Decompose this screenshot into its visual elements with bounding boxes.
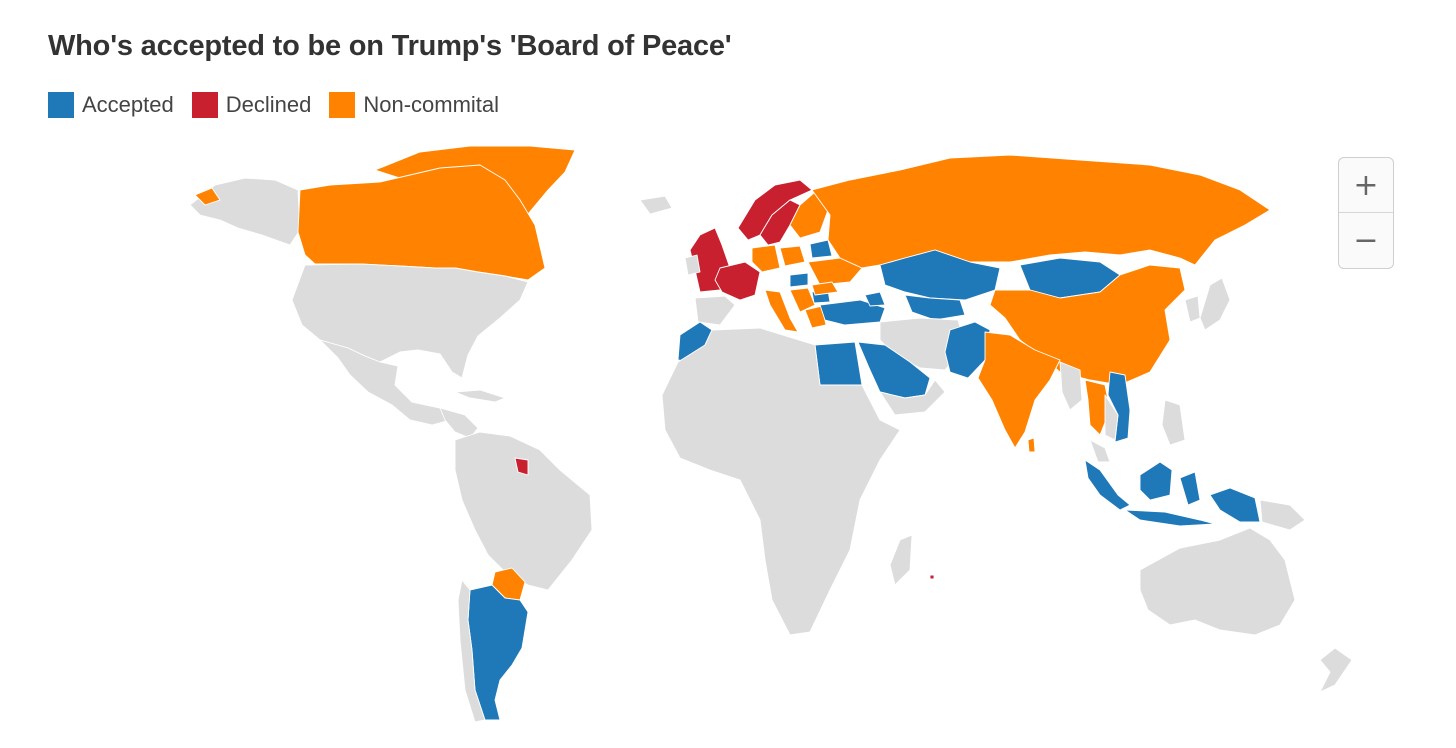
country-iceland[interactable] [639,195,673,215]
country-french-guiana[interactable] [514,457,529,476]
country-pakistan[interactable] [944,321,991,379]
country-vietnam[interactable] [1107,371,1131,443]
country-ukraine[interactable] [807,257,863,286]
legend-label-accepted: Accepted [82,92,174,117]
country-ireland[interactable] [684,254,701,276]
country-indonesia-java[interactable] [1124,509,1216,527]
country-png[interactable] [1259,499,1306,531]
country-yemen-oman[interactable] [879,379,946,416]
country-madagascar[interactable] [889,534,913,586]
country-mauritius[interactable] [929,574,935,580]
country-cuba[interactable] [454,389,506,403]
country-caucasus[interactable] [864,291,886,307]
country-france[interactable] [714,261,761,301]
country-nz[interactable] [1319,647,1353,693]
legend-label-declined: Declined [225,92,312,117]
country-greenland-alaska-tip[interactable] [194,187,221,206]
legend-swatch-accepted [48,92,74,118]
country-china[interactable] [989,264,1186,386]
zoom-control: + − [1338,157,1394,269]
country-greece[interactable] [804,305,827,329]
legend-item-accepted: Accepted [48,92,174,118]
country-myanmar[interactable] [1059,361,1083,411]
country-usa[interactable] [291,263,529,379]
country-egypt[interactable] [814,341,863,386]
country-philippines[interactable] [1161,399,1186,446]
zoom-out-button[interactable]: − [1339,212,1393,267]
legend-swatch-declined [191,92,218,118]
country-canada[interactable] [297,164,546,281]
country-chile[interactable] [457,579,486,723]
country-indonesia-borneo[interactable] [1139,461,1173,501]
country-south-america-north[interactable] [454,431,593,591]
country-alaska[interactable] [189,177,301,246]
country-central-america[interactable] [439,407,479,439]
country-romania[interactable] [811,281,839,296]
legend: Accepted Declined Non-commital [48,92,499,118]
legend-item-non-commital: Non-commital [329,92,499,118]
country-australia[interactable] [1139,527,1296,636]
country-indonesia-sulawesi[interactable] [1179,471,1201,506]
zoom-in-button[interactable]: + [1353,167,1379,203]
country-central-asia[interactable] [904,294,966,321]
country-indonesia-papua[interactable] [1209,487,1261,523]
country-indochina-land[interactable] [1104,394,1119,441]
country-belarus[interactable] [809,239,833,259]
legend-swatch-non-commital [329,92,356,118]
world-map[interactable] [0,130,1456,748]
country-malaysia-phil[interactable] [1089,439,1111,463]
country-norway[interactable] [737,179,813,241]
legend-item-declined: Declined [191,92,312,118]
country-hungary[interactable] [789,272,809,288]
country-indonesia-sumatra[interactable] [1084,459,1131,511]
country-spain[interactable] [694,295,736,326]
country-africa[interactable] [661,327,901,636]
country-balkans[interactable] [789,287,816,313]
page-title: Who's accepted to be on Trump's 'Board o… [48,30,732,62]
country-germany[interactable] [751,244,781,273]
country-srilanka[interactable] [1027,437,1036,453]
legend-label-non-commital: Non-commital [363,92,500,117]
country-japan[interactable] [1199,277,1231,331]
country-thailand[interactable] [1084,379,1111,436]
country-india[interactable] [977,331,1061,449]
country-russia[interactable] [811,154,1271,269]
country-poland[interactable] [779,245,806,267]
country-korea-japan[interactable] [1184,295,1201,323]
country-italy[interactable] [764,289,799,333]
